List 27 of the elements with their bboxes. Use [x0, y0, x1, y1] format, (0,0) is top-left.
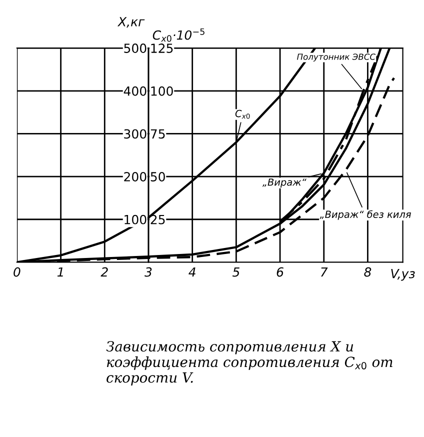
- x-tick-label: 5: [232, 267, 240, 277]
- y2-tick-label: 75: [150, 129, 165, 139]
- y2-tick-label: 25: [150, 214, 165, 224]
- y-tick-label: 200: [124, 172, 146, 182]
- x-tick-label: 1: [57, 267, 63, 277]
- x-tick-label: 7: [321, 267, 328, 277]
- y-tick-label: 400: [124, 86, 146, 96]
- y-tick-label: 300: [124, 129, 146, 139]
- y-tick-label: 100: [124, 214, 146, 224]
- series-label: „Вираж“ без киля: [320, 210, 411, 220]
- y2-tick-label: 125: [151, 44, 173, 53]
- x-tick-label: 6: [276, 267, 284, 277]
- text: Зависимость сопротивления X и коэффициента сопротивления C$_{x0}$ от скорости V.: [106, 341, 392, 386]
- legend-label: „Вираж“: [262, 178, 306, 188]
- y-tick-label: 500: [124, 44, 146, 53]
- y2-tick-label: 50: [150, 172, 165, 182]
- x-tick-label: 2: [100, 267, 108, 277]
- x-axis-title: V,уз: [391, 269, 415, 281]
- x-tick-label: 0: [14, 267, 20, 277]
- series-label: Полутонник ЭВСС: [297, 54, 376, 62]
- x-tick-label: 4: [188, 267, 196, 277]
- y-axis-title: X,кг: [117, 17, 145, 28]
- x-tick-label: 3: [144, 267, 152, 277]
- series-label: C$_{x0}$: [235, 110, 250, 119]
- y2-axis-title: C$_{x0}$·10$^{−5}$: [152, 28, 204, 42]
- y2-tick-label: 100: [151, 86, 173, 96]
- x-tick-label: 8: [364, 267, 372, 277]
